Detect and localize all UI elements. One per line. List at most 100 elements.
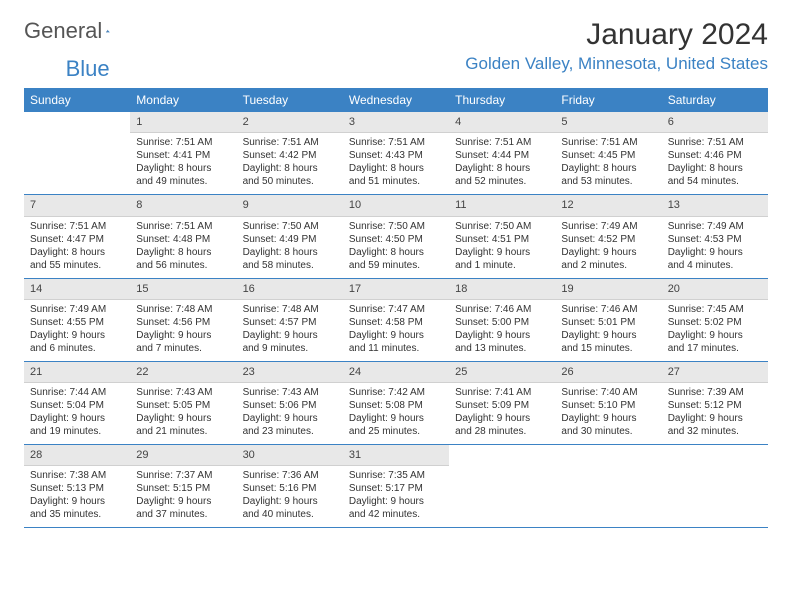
sunset-text: Sunset: 5:12 PM xyxy=(668,399,762,412)
daylight2-text: and 1 minute. xyxy=(455,259,549,272)
sunset-text: Sunset: 4:49 PM xyxy=(243,233,337,246)
day-cell: 22Sunrise: 7:43 AMSunset: 5:05 PMDayligh… xyxy=(130,362,236,444)
sunset-text: Sunset: 5:06 PM xyxy=(243,399,337,412)
sunset-text: Sunset: 5:17 PM xyxy=(349,482,443,495)
sunrise-text: Sunrise: 7:44 AM xyxy=(30,386,124,399)
day-cell: 1Sunrise: 7:51 AMSunset: 4:41 PMDaylight… xyxy=(130,112,236,194)
day-number: 14 xyxy=(24,279,130,300)
day-cell: 14Sunrise: 7:49 AMSunset: 4:55 PMDayligh… xyxy=(24,279,130,361)
daylight1-text: Daylight: 9 hours xyxy=(136,495,230,508)
dayname-sat: Saturday xyxy=(662,88,768,112)
daylight2-text: and 28 minutes. xyxy=(455,425,549,438)
daylight1-text: Daylight: 8 hours xyxy=(136,246,230,259)
day-cell: 16Sunrise: 7:48 AMSunset: 4:57 PMDayligh… xyxy=(237,279,343,361)
daylight2-text: and 59 minutes. xyxy=(349,259,443,272)
dayname-thu: Thursday xyxy=(449,88,555,112)
daylight1-text: Daylight: 8 hours xyxy=(136,162,230,175)
day-number: 6 xyxy=(662,112,768,133)
day-body: Sunrise: 7:51 AMSunset: 4:48 PMDaylight:… xyxy=(130,217,236,278)
daylight2-text: and 58 minutes. xyxy=(243,259,337,272)
daylight2-text: and 37 minutes. xyxy=(136,508,230,521)
daylight1-text: Daylight: 9 hours xyxy=(243,495,337,508)
sunrise-text: Sunrise: 7:41 AM xyxy=(455,386,549,399)
daylight1-text: Daylight: 9 hours xyxy=(136,329,230,342)
day-number: 9 xyxy=(237,195,343,216)
sunrise-text: Sunrise: 7:51 AM xyxy=(561,136,655,149)
daylight2-text: and 4 minutes. xyxy=(668,259,762,272)
day-cell: 19Sunrise: 7:46 AMSunset: 5:01 PMDayligh… xyxy=(555,279,661,361)
day-cell: 30Sunrise: 7:36 AMSunset: 5:16 PMDayligh… xyxy=(237,445,343,527)
day-cell: 24Sunrise: 7:42 AMSunset: 5:08 PMDayligh… xyxy=(343,362,449,444)
day-number: 3 xyxy=(343,112,449,133)
day-body: Sunrise: 7:43 AMSunset: 5:05 PMDaylight:… xyxy=(130,383,236,444)
day-body: Sunrise: 7:36 AMSunset: 5:16 PMDaylight:… xyxy=(237,466,343,527)
daylight1-text: Daylight: 9 hours xyxy=(30,412,124,425)
day-body xyxy=(449,451,555,460)
dayname-sun: Sunday xyxy=(24,88,130,112)
daylight2-text: and 40 minutes. xyxy=(243,508,337,521)
day-number: 24 xyxy=(343,362,449,383)
daylight2-text: and 49 minutes. xyxy=(136,175,230,188)
day-header-row: Sunday Monday Tuesday Wednesday Thursday… xyxy=(24,88,768,112)
daylight1-text: Daylight: 8 hours xyxy=(455,162,549,175)
sunrise-text: Sunrise: 7:45 AM xyxy=(668,303,762,316)
sunrise-text: Sunrise: 7:42 AM xyxy=(349,386,443,399)
day-cell xyxy=(662,445,768,527)
daylight1-text: Daylight: 9 hours xyxy=(455,329,549,342)
day-number: 18 xyxy=(449,279,555,300)
daylight1-text: Daylight: 8 hours xyxy=(30,246,124,259)
sunset-text: Sunset: 4:42 PM xyxy=(243,149,337,162)
day-number: 29 xyxy=(130,445,236,466)
day-body: Sunrise: 7:42 AMSunset: 5:08 PMDaylight:… xyxy=(343,383,449,444)
daylight2-text: and 51 minutes. xyxy=(349,175,443,188)
sunset-text: Sunset: 4:44 PM xyxy=(455,149,549,162)
brand-part2: Blue xyxy=(66,56,110,81)
sunset-text: Sunset: 4:48 PM xyxy=(136,233,230,246)
sunrise-text: Sunrise: 7:51 AM xyxy=(243,136,337,149)
day-body: Sunrise: 7:41 AMSunset: 5:09 PMDaylight:… xyxy=(449,383,555,444)
daylight1-text: Daylight: 9 hours xyxy=(136,412,230,425)
day-body: Sunrise: 7:46 AMSunset: 5:01 PMDaylight:… xyxy=(555,300,661,361)
dayname-tue: Tuesday xyxy=(237,88,343,112)
daylight2-text: and 42 minutes. xyxy=(349,508,443,521)
day-cell: 15Sunrise: 7:48 AMSunset: 4:56 PMDayligh… xyxy=(130,279,236,361)
daylight2-text: and 21 minutes. xyxy=(136,425,230,438)
sail-icon xyxy=(106,23,110,39)
month-title: January 2024 xyxy=(465,18,768,52)
sunset-text: Sunset: 4:45 PM xyxy=(561,149,655,162)
sunset-text: Sunset: 4:43 PM xyxy=(349,149,443,162)
daylight2-text: and 13 minutes. xyxy=(455,342,549,355)
daylight1-text: Daylight: 8 hours xyxy=(349,162,443,175)
sunrise-text: Sunrise: 7:48 AM xyxy=(243,303,337,316)
daylight1-text: Daylight: 9 hours xyxy=(561,329,655,342)
sunset-text: Sunset: 4:50 PM xyxy=(349,233,443,246)
sunrise-text: Sunrise: 7:36 AM xyxy=(243,469,337,482)
sunrise-text: Sunrise: 7:40 AM xyxy=(561,386,655,399)
daylight2-text: and 50 minutes. xyxy=(243,175,337,188)
brand-part1: General xyxy=(24,18,102,44)
day-cell: 28Sunrise: 7:38 AMSunset: 5:13 PMDayligh… xyxy=(24,445,130,527)
day-number: 26 xyxy=(555,362,661,383)
calendar: Sunday Monday Tuesday Wednesday Thursday… xyxy=(24,88,768,528)
day-body: Sunrise: 7:49 AMSunset: 4:52 PMDaylight:… xyxy=(555,217,661,278)
sunset-text: Sunset: 5:01 PM xyxy=(561,316,655,329)
sunrise-text: Sunrise: 7:50 AM xyxy=(349,220,443,233)
daylight2-text: and 53 minutes. xyxy=(561,175,655,188)
sunset-text: Sunset: 5:02 PM xyxy=(668,316,762,329)
week-row: 14Sunrise: 7:49 AMSunset: 4:55 PMDayligh… xyxy=(24,279,768,362)
sunrise-text: Sunrise: 7:50 AM xyxy=(455,220,549,233)
day-body: Sunrise: 7:37 AMSunset: 5:15 PMDaylight:… xyxy=(130,466,236,527)
weeks-container: 1Sunrise: 7:51 AMSunset: 4:41 PMDaylight… xyxy=(24,112,768,528)
daylight1-text: Daylight: 9 hours xyxy=(30,329,124,342)
sunset-text: Sunset: 5:00 PM xyxy=(455,316,549,329)
dayname-fri: Friday xyxy=(555,88,661,112)
day-number: 13 xyxy=(662,195,768,216)
day-cell: 21Sunrise: 7:44 AMSunset: 5:04 PMDayligh… xyxy=(24,362,130,444)
day-number: 15 xyxy=(130,279,236,300)
day-number: 30 xyxy=(237,445,343,466)
sunset-text: Sunset: 5:04 PM xyxy=(30,399,124,412)
daylight2-text: and 9 minutes. xyxy=(243,342,337,355)
day-number: 23 xyxy=(237,362,343,383)
day-body: Sunrise: 7:39 AMSunset: 5:12 PMDaylight:… xyxy=(662,383,768,444)
daylight2-text: and 6 minutes. xyxy=(30,342,124,355)
